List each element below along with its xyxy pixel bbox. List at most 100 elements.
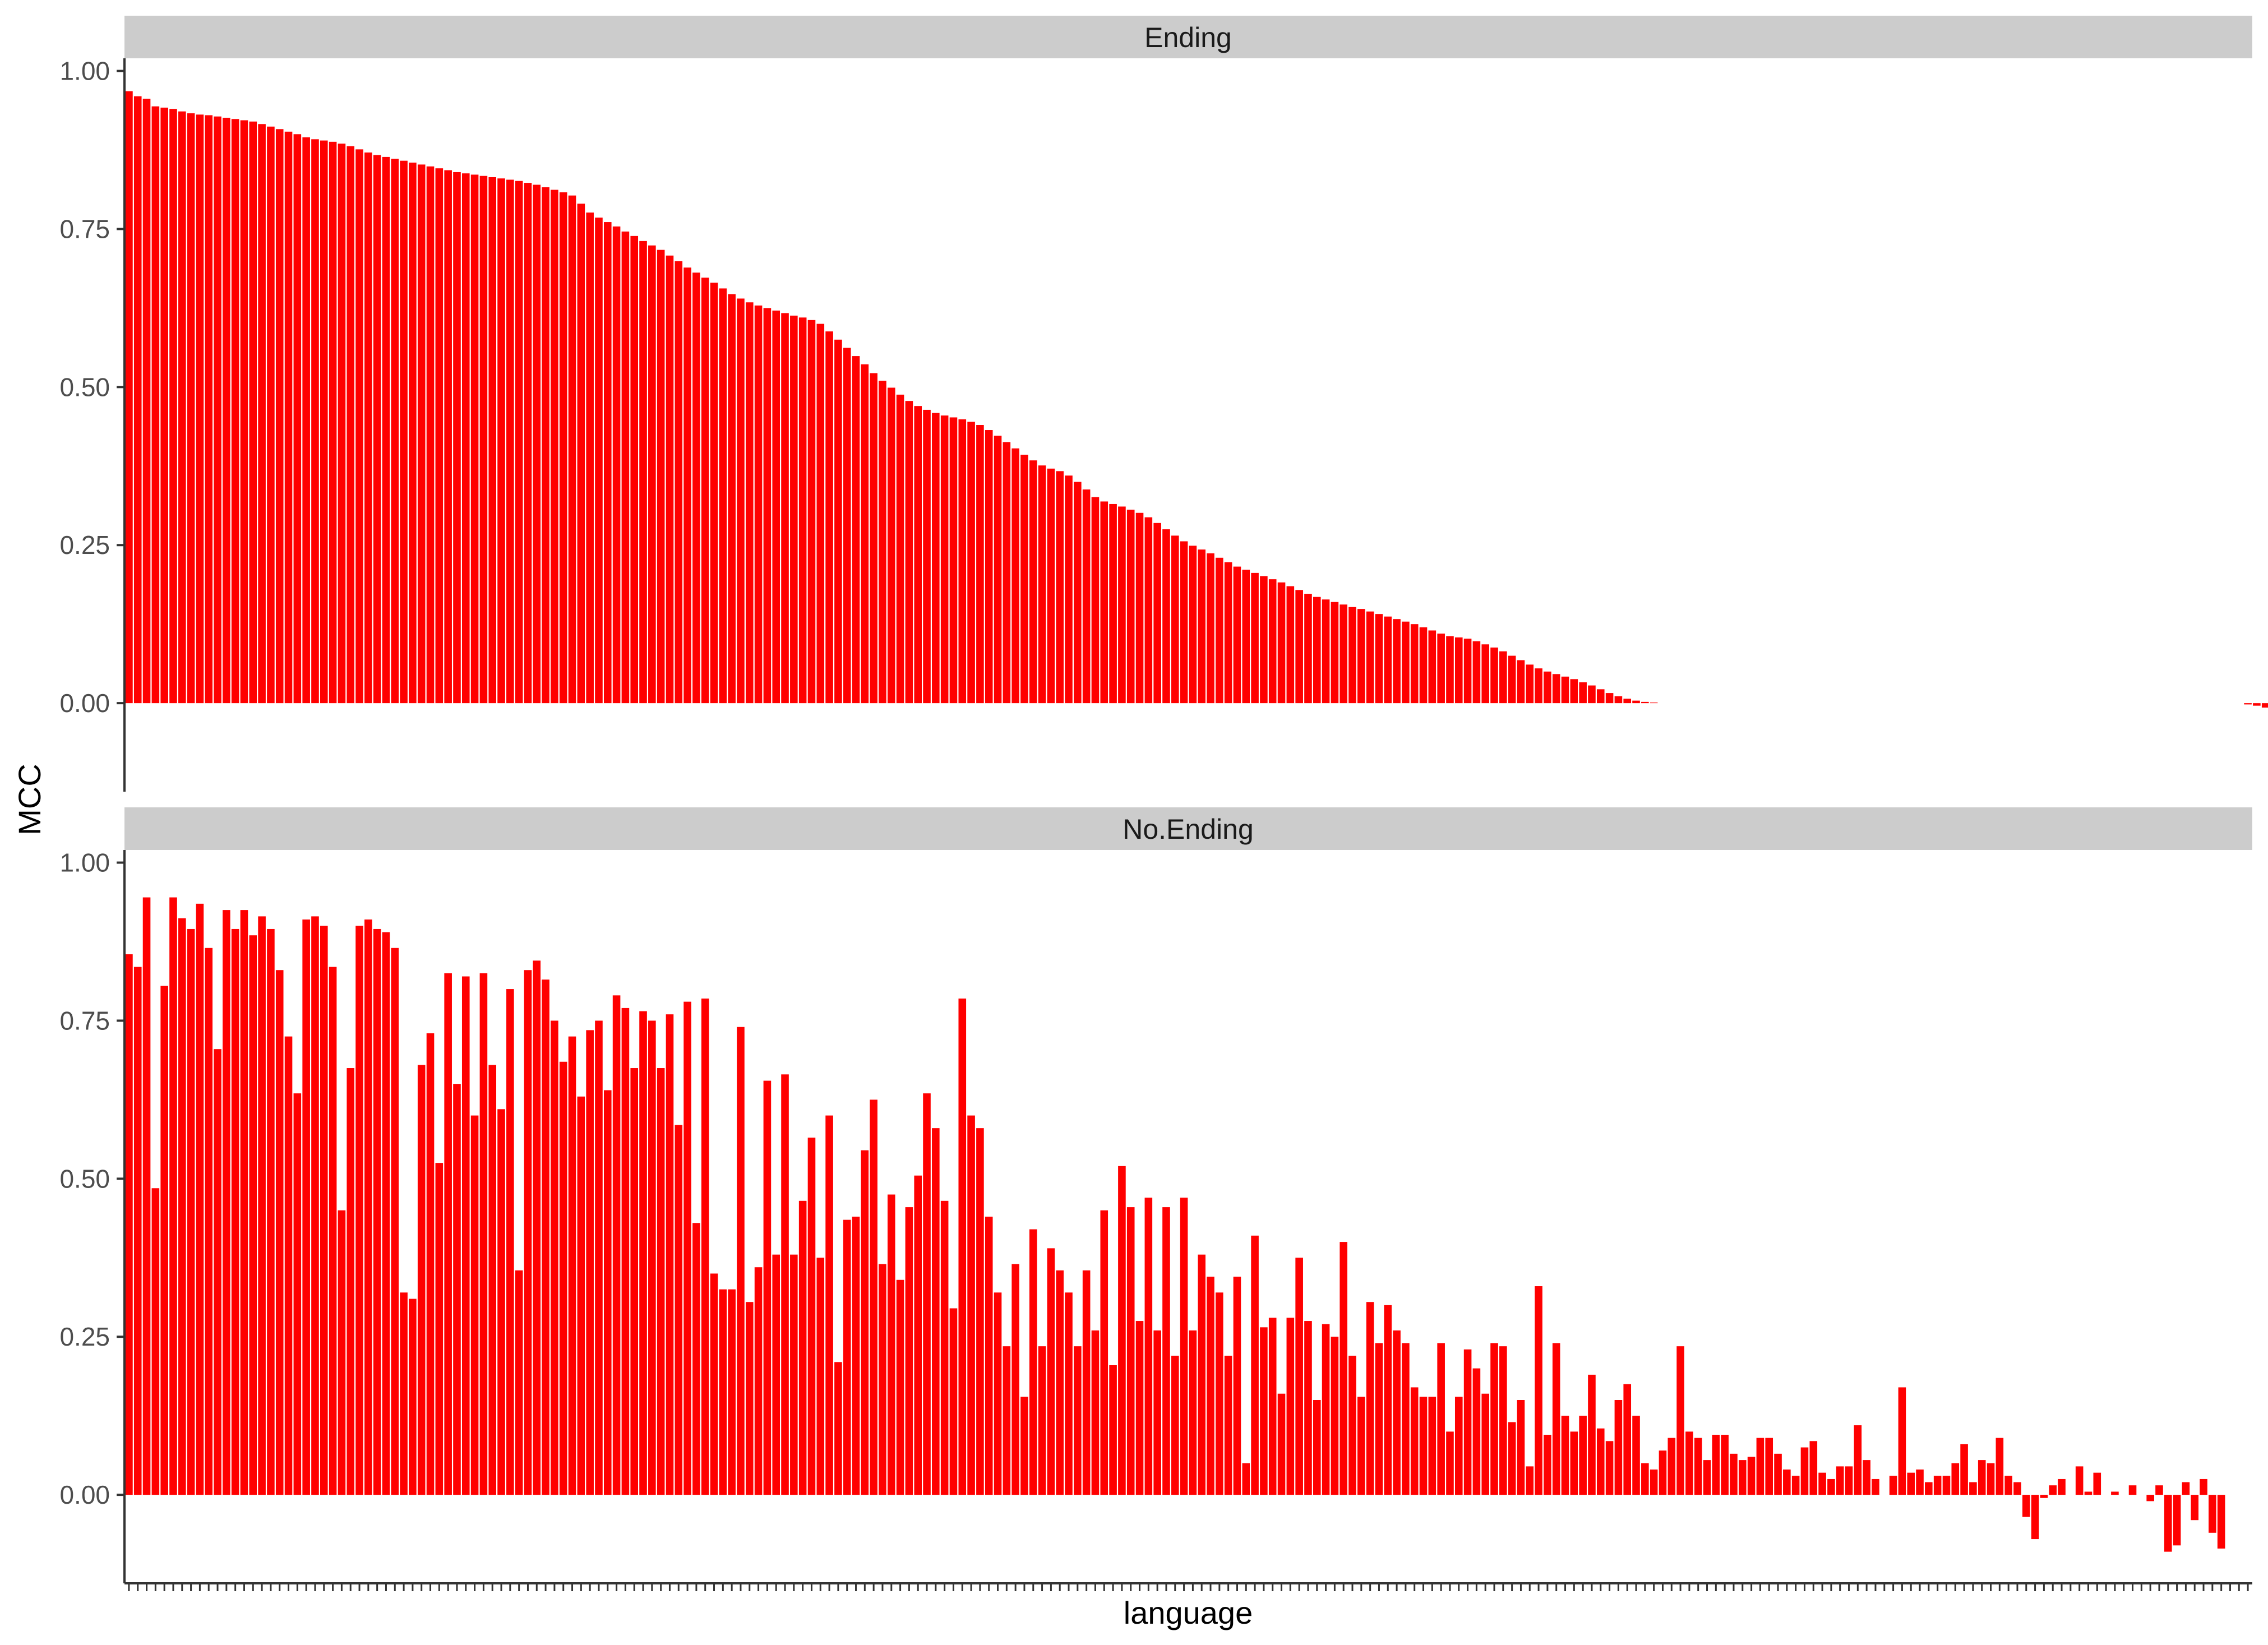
bar	[427, 167, 435, 703]
bar	[1996, 1438, 2004, 1495]
bar	[852, 1217, 860, 1495]
bar	[1508, 656, 1516, 704]
bar	[1393, 1330, 1401, 1495]
bar	[152, 107, 160, 703]
bar	[852, 356, 860, 703]
bar	[533, 960, 541, 1495]
y-tick-label: 0.50	[59, 372, 110, 401]
bar	[2022, 1495, 2030, 1517]
bar	[1987, 1463, 1995, 1495]
bar	[657, 250, 665, 703]
bar	[187, 113, 195, 703]
bar	[1446, 1431, 1454, 1495]
bar	[232, 929, 239, 1495]
bar	[560, 192, 567, 703]
bar	[764, 308, 772, 703]
bar	[1384, 617, 1392, 703]
bar	[1473, 641, 1481, 704]
bar	[941, 415, 949, 703]
bar	[134, 96, 142, 703]
y-tick-label: 0.75	[59, 1006, 110, 1035]
bar	[1287, 586, 1295, 704]
bar	[1464, 639, 1472, 703]
bar	[630, 236, 638, 703]
bar	[1535, 1286, 1542, 1495]
bar	[1083, 1270, 1091, 1495]
bar	[169, 109, 177, 703]
bar	[1517, 660, 1525, 703]
bar	[418, 1065, 426, 1495]
y-tick-label: 1.00	[59, 848, 110, 877]
bar	[1118, 506, 1126, 703]
bar	[1473, 1369, 1481, 1495]
bar	[683, 1002, 691, 1495]
bar	[1623, 699, 1631, 703]
bar	[125, 91, 133, 704]
bar	[1162, 529, 1170, 703]
bar	[1029, 460, 1037, 703]
bar	[764, 1081, 772, 1495]
bar	[2209, 1495, 2216, 1533]
bar	[1056, 471, 1064, 703]
bar	[134, 967, 142, 1495]
bar	[285, 132, 293, 703]
bar	[444, 973, 452, 1495]
bar	[1011, 449, 1019, 703]
bar	[675, 261, 682, 703]
bar	[1189, 1330, 1197, 1495]
bar	[1579, 682, 1587, 703]
bar	[985, 1217, 993, 1495]
bar	[1402, 622, 1410, 703]
bar	[267, 127, 275, 703]
y-tick-label: 0.00	[59, 689, 110, 718]
bar	[1322, 1324, 1330, 1495]
bar	[1162, 1207, 1170, 1495]
bar	[373, 929, 381, 1495]
bar	[888, 387, 895, 703]
bar	[524, 970, 532, 1495]
bar	[692, 272, 700, 703]
bar	[205, 115, 213, 703]
bar	[976, 425, 984, 703]
bar	[1136, 513, 1144, 703]
bar	[578, 1097, 585, 1495]
bar	[1251, 1236, 1259, 1495]
bar	[143, 99, 151, 703]
bar	[241, 910, 248, 1495]
bar	[1127, 1207, 1135, 1495]
bar	[1153, 1330, 1161, 1495]
bar	[630, 1068, 638, 1495]
bar	[551, 1020, 558, 1495]
bar	[950, 417, 958, 703]
bar	[1260, 1327, 1268, 1495]
bar	[196, 904, 204, 1495]
bar	[205, 948, 213, 1495]
y-tick-label: 1.00	[59, 57, 110, 86]
bar	[1313, 597, 1321, 703]
bar	[932, 1128, 940, 1495]
bar	[1765, 1438, 1773, 1495]
bar	[1499, 651, 1507, 703]
bar	[604, 1090, 612, 1495]
y-tick-label: 0.25	[59, 1322, 110, 1351]
bar	[790, 316, 798, 703]
bar	[1402, 1343, 1410, 1495]
bar	[444, 170, 452, 704]
bar	[808, 320, 816, 703]
bar	[1827, 1479, 1835, 1495]
bar	[1375, 1343, 1383, 1495]
bar	[214, 117, 221, 703]
bar	[1207, 553, 1214, 703]
bar	[2200, 1479, 2207, 1495]
x-axis-title: language	[1124, 1595, 1253, 1630]
bar	[613, 995, 621, 1495]
bar	[578, 204, 585, 703]
bar	[1641, 702, 1649, 703]
bar	[1348, 607, 1356, 703]
bar	[2146, 1495, 2154, 1501]
bar	[746, 302, 754, 703]
bar	[125, 954, 133, 1495]
bar	[1357, 609, 1365, 703]
bar	[967, 1116, 975, 1495]
